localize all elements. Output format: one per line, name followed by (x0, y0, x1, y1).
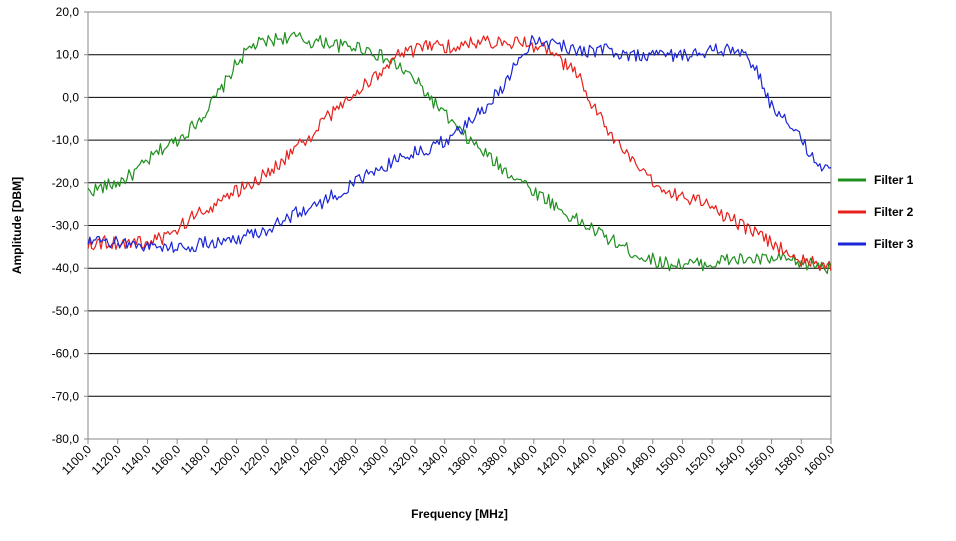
x-tick-label: 1460,0 (593, 442, 629, 478)
y-tick-label: -60,0 (52, 347, 80, 361)
x-tick-label: 1320,0 (385, 442, 421, 478)
y-tick-label: 20,0 (56, 5, 80, 19)
y-axis-ticks: 20,0 10,0 0,0 -10,0 -20,0 -30,0 -40,0 -50,0 -60,… (52, 5, 88, 446)
x-tick-label: 1480,0 (623, 442, 659, 478)
series-lines (87, 31, 832, 275)
x-tick-label: 1380,0 (474, 442, 510, 478)
series-line-1 (87, 31, 832, 275)
x-tick-label: 1300,0 (355, 442, 391, 478)
x-tick-label: 1140,0 (118, 442, 153, 477)
legend-label: Filter 2 (874, 205, 914, 219)
gridlines (88, 11, 831, 397)
y-tick-label: -30,0 (52, 219, 80, 233)
x-tick-label: 1340,0 (415, 442, 451, 478)
x-tick-label: 1100,0 (59, 442, 94, 477)
x-tick-label: 1540,0 (712, 442, 748, 478)
x-tick-label: 1400,0 (504, 442, 540, 478)
y-tick-label: -80,0 (52, 432, 80, 446)
series-line-3 (87, 34, 832, 253)
x-tick-label: 1280,0 (326, 442, 362, 478)
x-tick-label: 1360,0 (445, 442, 481, 478)
x-tick-label: 1160,0 (148, 442, 183, 477)
legend-label: Filter 3 (874, 237, 914, 251)
y-axis-title: Amplitude [DBM] (10, 177, 24, 274)
x-tick-label: 1120,0 (89, 442, 124, 477)
x-tick-label: 1440,0 (564, 442, 600, 478)
y-tick-label: 10,0 (56, 48, 80, 62)
y-tick-label: -20,0 (52, 176, 80, 190)
x-tick-label: 1420,0 (534, 442, 570, 478)
x-tick-label: 1200,0 (207, 442, 243, 478)
x-tick-label: 1180,0 (178, 442, 213, 477)
x-tick-label: 1500,0 (653, 442, 689, 478)
x-axis-title: Frequency [MHz] (411, 507, 508, 521)
legend: Filter 1 Filter 2 Filter 3 (838, 173, 914, 251)
y-tick-label: 0,0 (62, 90, 79, 104)
y-tick-label: -70,0 (52, 389, 80, 403)
x-tick-label: 1560,0 (742, 442, 778, 478)
x-tick-label: 1600,0 (801, 442, 837, 478)
x-tick-label: 1220,0 (237, 442, 273, 478)
x-axis-ticks: 1100,01120,01140,01160,01180,01200,01220… (59, 439, 837, 478)
legend-label: Filter 1 (874, 173, 914, 187)
x-tick-label: 1580,0 (772, 442, 808, 478)
x-tick-label: 1260,0 (296, 442, 332, 478)
x-tick-label: 1520,0 (682, 442, 718, 478)
x-tick-label: 1240,0 (266, 442, 302, 478)
y-tick-label: -10,0 (52, 133, 80, 147)
y-tick-label: -40,0 (52, 261, 80, 275)
y-tick-label: -50,0 (52, 304, 80, 318)
series-line-2 (87, 35, 832, 272)
